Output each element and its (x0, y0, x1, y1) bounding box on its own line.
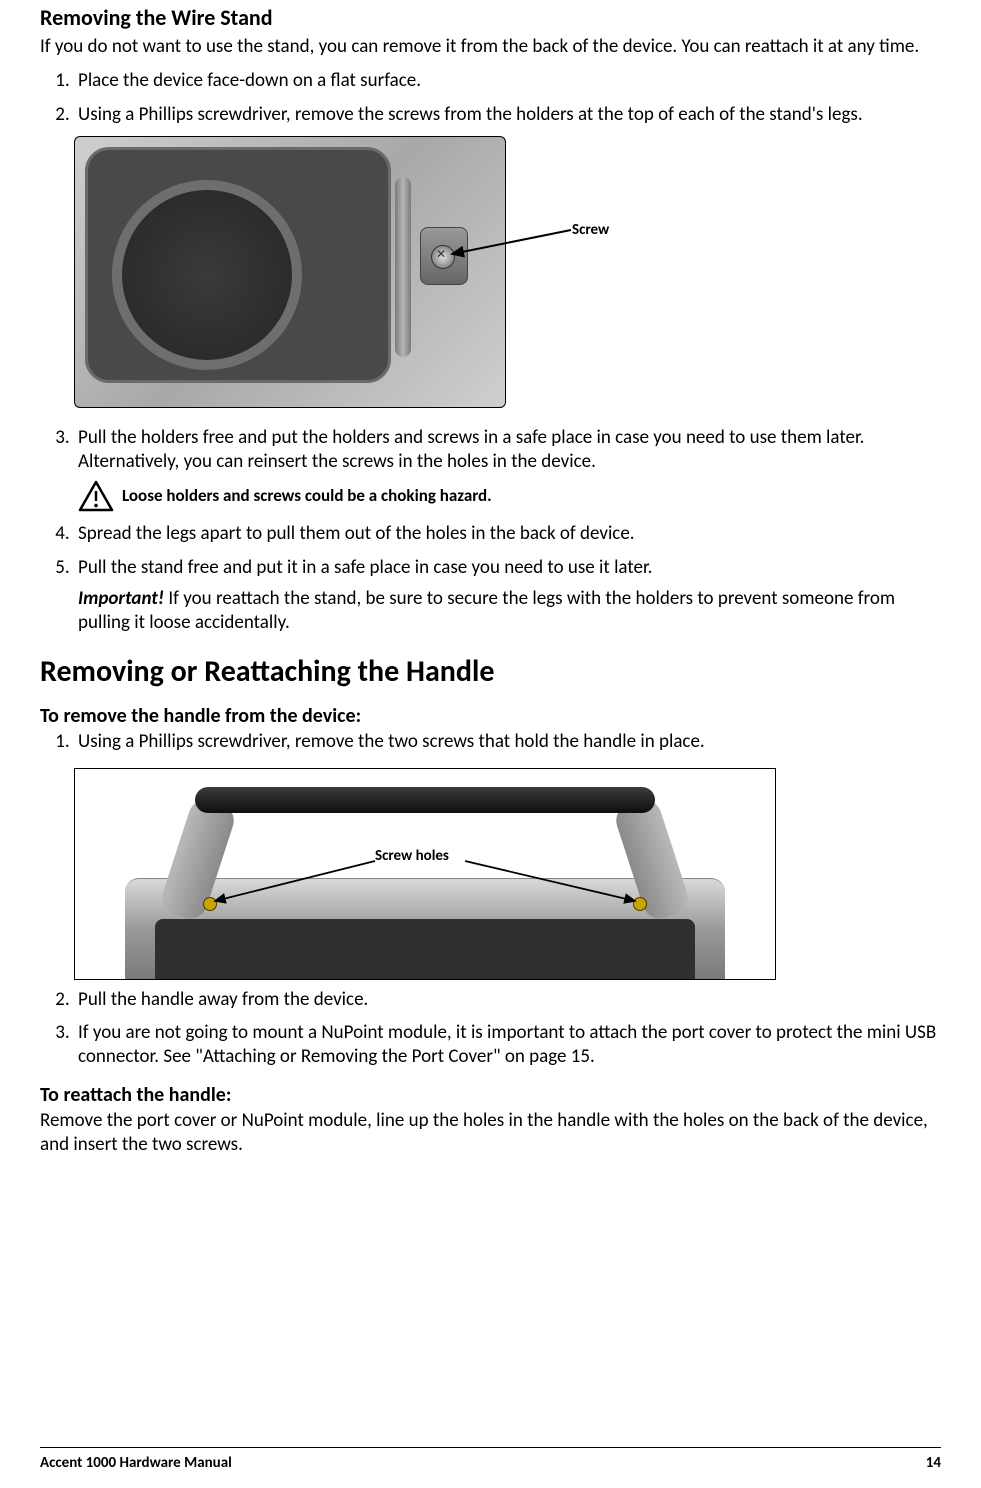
step-5: Pull the stand free and put it in a safe… (74, 556, 941, 635)
warning-text: Loose holders and screws could be a chok… (122, 485, 492, 506)
step-3-text: Pull the holders free and put the holder… (78, 426, 864, 473)
figure-frame-2: Screw holes (74, 768, 776, 980)
step-5-text: Pull the stand free and put it in a safe… (78, 556, 652, 579)
screw-hole-left-icon (203, 897, 217, 911)
important-label: Important! (78, 587, 164, 610)
stand-leg (395, 177, 411, 357)
device-top-dark (155, 919, 695, 979)
step-4: Spread the legs apart to pull them out o… (74, 522, 941, 546)
page-footer: Accent 1000 Hardware Manual 14 (40, 1447, 941, 1488)
device-back-panel (85, 147, 391, 383)
reattach-paragraph: Remove the port cover or NuPoint module,… (40, 1109, 941, 1157)
warning-icon (78, 480, 114, 512)
figure-screw-location: Screw (74, 136, 634, 416)
callout-label-screw-holes: Screw holes (375, 847, 449, 865)
important-text: If you reattach the stand, be sure to se… (78, 587, 895, 634)
heading-removing-reattaching-handle: Removing or Reattaching the Handle (40, 653, 941, 690)
figure-handle-screw-holes: Screw holes (74, 768, 774, 978)
step-1: Place the device face-down on a flat sur… (74, 69, 941, 93)
screw-hole-right-icon (633, 897, 647, 911)
warning-row: Loose holders and screws could be a chok… (78, 480, 941, 512)
intro-paragraph: If you do not want to use the stand, you… (40, 35, 941, 59)
subheading-reattach-handle: To reattach the handle: (40, 1083, 941, 1107)
important-note: Important! If you reattach the stand, be… (78, 587, 941, 635)
handle-step-1: Using a Phillips screwdriver, remove the… (74, 730, 941, 754)
handle-bar (195, 787, 655, 813)
step-2: Using a Phillips screwdriver, remove the… (74, 103, 941, 127)
footer-title: Accent 1000 Hardware Manual (40, 1454, 232, 1472)
step-3: Pull the holders free and put the holder… (74, 426, 941, 512)
handle-step-3: If you are not going to mount a NuPoint … (74, 1021, 941, 1069)
heading-removing-wire-stand: Removing the Wire Stand (40, 4, 941, 31)
figure-frame (74, 136, 506, 408)
subheading-remove-handle: To remove the handle from the device: (40, 704, 941, 728)
callout-label-screw: Screw (572, 221, 609, 239)
speaker-grille (112, 180, 302, 370)
handle-step-2: Pull the handle away from the device. (74, 988, 941, 1012)
page-number: 14 (926, 1454, 941, 1472)
